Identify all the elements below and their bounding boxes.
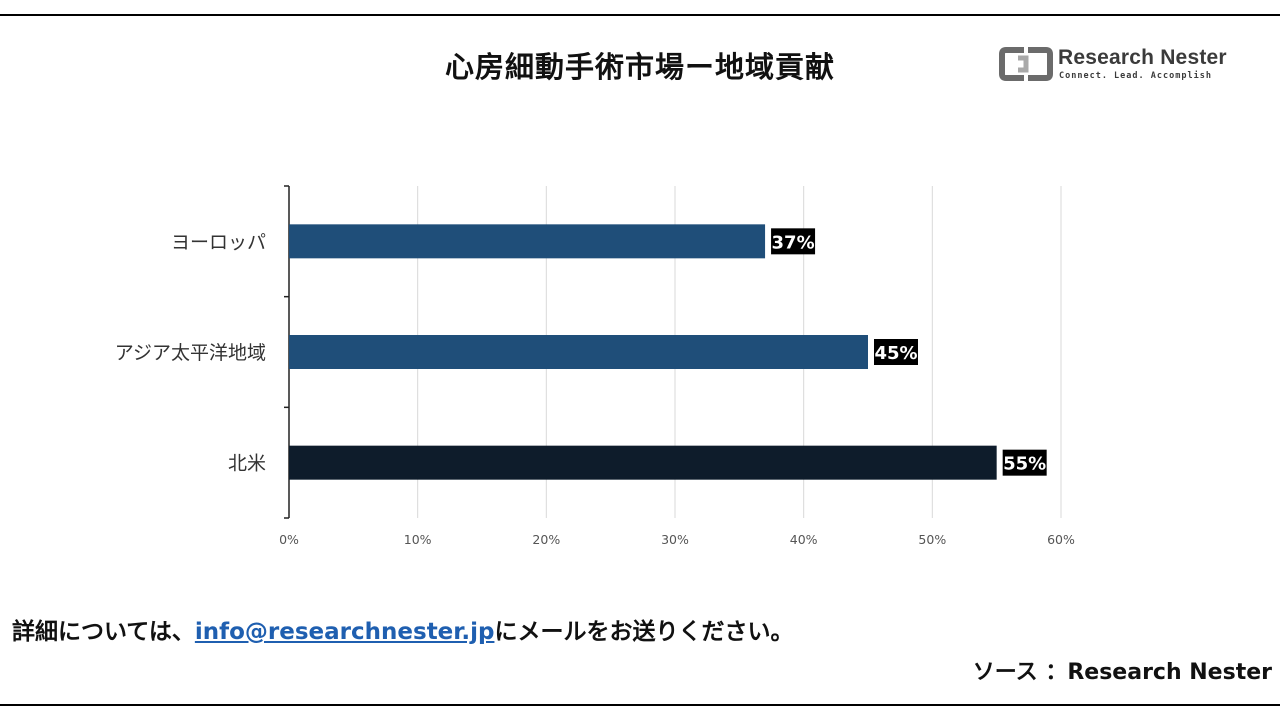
- contact-suffix: にメールをお送りください。: [494, 619, 794, 645]
- value-label: 37%: [772, 232, 815, 253]
- x-tick-label: 40%: [790, 532, 818, 547]
- category-label: ヨーロッパ: [171, 231, 266, 253]
- x-tick-label: 10%: [404, 532, 432, 547]
- email-link[interactable]: info@researchnester.jp: [194, 619, 495, 645]
- value-label-box: [874, 339, 918, 365]
- x-tick-label: 60%: [1047, 532, 1075, 547]
- x-tick-label: 30%: [661, 532, 689, 547]
- source-credit: ソース ：Research Nester: [972, 660, 1272, 685]
- contact-line: 詳細については、info@researchnester.jpにメールをお送りくだ…: [12, 612, 793, 646]
- logo-tagline: Connect. Lead. Accomplish: [1059, 71, 1212, 81]
- chart-title: 心房細動手術市場ー地域貢献: [444, 50, 835, 84]
- logo-mark-icon: [999, 47, 1053, 81]
- value-label-box: [771, 228, 816, 255]
- bottom-rule: [0, 704, 1280, 706]
- x-tick-label: 20%: [532, 532, 560, 547]
- x-tick-label: 50%: [918, 532, 946, 547]
- logo-name: Research Nester: [1058, 46, 1227, 69]
- research-nester-logo: Research Nester Connect. Lead. Accomplis…: [998, 44, 1228, 84]
- value-label: 45%: [874, 343, 917, 364]
- x-tick-label: 0%: [279, 532, 299, 547]
- bar-chart: 0% 10% 20% 30% 40% 50% 60% ヨーロッパ 37% アジア太平洋地域 45% 北…: [115, 185, 1075, 547]
- value-label-box: [1002, 449, 1047, 476]
- value-label: 55%: [1003, 454, 1046, 475]
- top-rule: [0, 14, 1280, 16]
- contact-prefix: 詳細については、: [12, 619, 195, 645]
- category-label: アジア太平洋地域: [115, 342, 266, 364]
- bar: [289, 445, 997, 480]
- category-label: 北米: [228, 453, 266, 475]
- bar: [289, 224, 766, 259]
- bar: [289, 335, 868, 369]
